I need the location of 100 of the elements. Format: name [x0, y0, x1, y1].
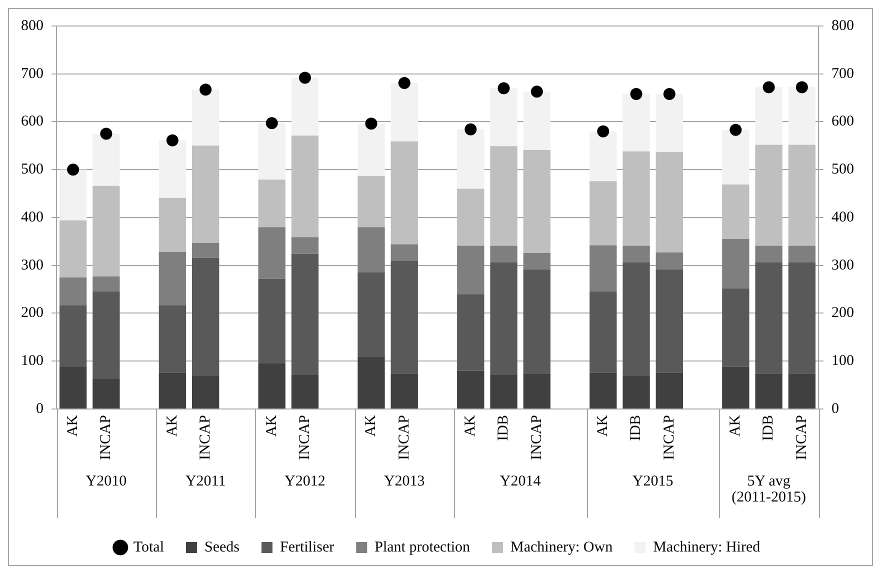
bar: [656, 152, 683, 252]
bar: [622, 151, 650, 246]
x-tick-label: AK: [595, 414, 612, 437]
y2-tick-label: 500: [832, 162, 854, 178]
bar: [59, 220, 87, 278]
text: 5Y avg (2011-2015): [732, 473, 806, 506]
text: Y2014: [500, 473, 542, 490]
bar: [590, 291, 617, 373]
bar: [722, 366, 750, 408]
bar: [523, 269, 550, 374]
legend-label: Machinery: Own: [510, 539, 614, 556]
point: [166, 134, 178, 146]
bar: [722, 288, 750, 367]
y2-tick-label: 400: [832, 209, 854, 226]
bar: [457, 188, 484, 246]
x-tick-label: AK: [728, 414, 744, 437]
bar: [590, 181, 617, 246]
x-tick-label: INCAP: [98, 414, 114, 460]
text: Y2010: [86, 473, 127, 490]
x-tick-label: INCAP: [198, 414, 214, 460]
bar: [158, 198, 186, 252]
bar: [358, 227, 385, 273]
bar: [722, 239, 750, 288]
bar: [722, 184, 750, 240]
x-tick-label: INCAP: [296, 414, 313, 460]
bar: [258, 364, 286, 408]
x-tick-label: IDB: [496, 414, 512, 441]
bar: [291, 237, 319, 254]
point: [796, 81, 808, 94]
bar: [59, 277, 87, 306]
y2-tick-label: 800: [832, 18, 854, 34]
point: [298, 72, 311, 84]
bar: [390, 374, 418, 408]
y-tick-label: 700: [21, 66, 44, 82]
bar: [59, 305, 87, 366]
point: [630, 88, 642, 100]
legend-label: Fertiliser: [280, 539, 334, 556]
bar: [656, 252, 683, 270]
bar: [158, 140, 186, 198]
bar: [490, 146, 518, 246]
bar: [390, 82, 418, 142]
text: Y2015: [632, 473, 674, 490]
bar: [192, 376, 220, 408]
point: [200, 84, 212, 96]
bar: [158, 305, 186, 373]
bar: [92, 186, 120, 276]
point: [266, 117, 278, 130]
text: Y2012: [284, 473, 326, 490]
bar: [755, 262, 782, 374]
bar: [59, 366, 87, 408]
point: [597, 125, 610, 138]
bar: [622, 262, 650, 376]
bar: [622, 246, 650, 262]
x-tick-label: INCAP: [794, 414, 810, 460]
y-tick-label: 200: [21, 305, 44, 322]
bar: [358, 272, 385, 356]
x-tick-label: AK: [462, 414, 479, 437]
bar: [358, 356, 385, 408]
point: [663, 88, 676, 100]
bar: [291, 375, 319, 408]
bar: [59, 170, 87, 220]
bar: [291, 136, 319, 238]
bar: [523, 374, 550, 408]
y2-tick-label: 200: [832, 305, 854, 322]
bar: [258, 180, 286, 228]
bar: [490, 375, 518, 408]
bar: [457, 129, 484, 189]
bar: [523, 92, 550, 150]
text: Y2011: [185, 473, 226, 490]
y-tick-label: 500: [21, 162, 44, 178]
y2-tick-label: 700: [832, 66, 854, 82]
bar: [158, 372, 186, 408]
point: [67, 164, 80, 176]
bar: [457, 246, 484, 294]
bar: [258, 278, 286, 364]
bar: [788, 86, 816, 145]
bar: [622, 94, 650, 152]
bar: [755, 246, 782, 262]
x-tick-label: IDB: [760, 414, 777, 441]
y-tick-label: 400: [21, 209, 44, 226]
bar: [590, 131, 617, 182]
bar: [656, 372, 683, 408]
x-tick-label: AK: [264, 414, 280, 437]
bar: [192, 258, 220, 376]
x-tick-label: AK: [363, 414, 380, 437]
bar: [490, 262, 518, 375]
point: [762, 81, 775, 94]
bar: [523, 150, 550, 253]
bar: [92, 276, 120, 292]
point: [365, 118, 378, 130]
bar: [258, 123, 286, 180]
bar: [755, 144, 782, 246]
bar: [755, 374, 782, 408]
bar: [788, 374, 816, 408]
y-tick-label: 300: [21, 257, 44, 274]
x-tick-label: INCAP: [396, 414, 412, 460]
y-tick-label: 600: [21, 114, 44, 130]
bar: [390, 244, 418, 261]
bar: [158, 252, 186, 306]
bar: [291, 254, 319, 375]
